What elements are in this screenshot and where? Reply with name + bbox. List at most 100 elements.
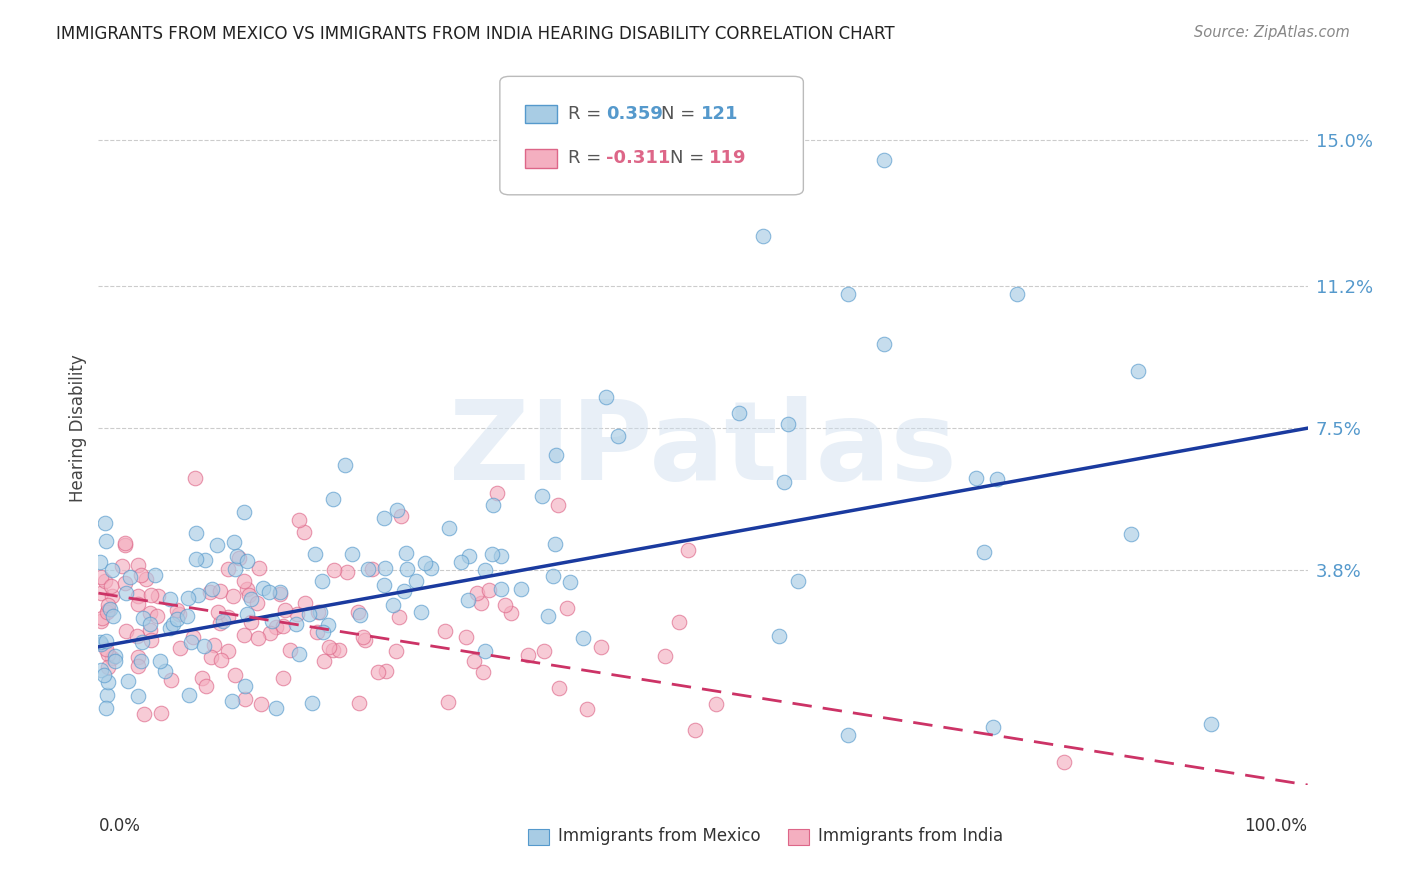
Point [146,589,169,603]
Point [90,615,112,629]
Point [457,549,479,563]
Point [575,702,598,716]
Point [530,489,553,503]
Point [96,689,118,703]
Point [180,635,202,649]
Text: 100.0%: 100.0% [1244,817,1308,835]
Point [186,552,208,566]
Point [301,696,323,710]
FancyBboxPatch shape [526,105,557,123]
Point [177,591,200,605]
Point [97,647,120,661]
Point [239,615,262,629]
Point [420,560,443,574]
Point [94,574,117,588]
Text: Immigrants from India: Immigrants from India [818,827,1002,845]
Point [323,563,346,577]
Point [544,536,567,550]
Point [201,582,224,596]
Point [236,554,259,568]
Point [776,417,799,432]
Point [169,607,191,621]
Point [533,644,555,658]
Point [93,516,115,531]
Point [560,574,582,589]
Point [304,547,326,561]
Point [114,576,136,591]
Point [149,706,172,720]
Point [311,574,333,589]
Point [965,470,987,484]
Point [654,649,676,664]
Point [236,582,259,597]
Point [127,558,149,573]
Point [209,615,232,630]
Point [135,572,157,586]
Point [114,536,136,550]
Point [547,681,569,696]
Point [837,728,859,742]
Point [375,664,398,678]
Point [93,668,115,682]
Point [97,675,120,690]
Point [233,628,256,642]
Point [589,640,612,654]
Point [143,568,166,582]
Point [395,546,418,560]
Point [127,597,149,611]
Point [217,610,239,624]
Point [184,471,207,485]
Point [385,644,408,658]
Point [668,615,690,629]
Point [274,603,297,617]
Text: -0.311: -0.311 [606,150,671,168]
Point [373,511,395,525]
Point [159,591,181,606]
Point [127,659,149,673]
Point [354,633,377,648]
Text: R =: R = [568,150,606,168]
Point [90,569,112,583]
Point [247,632,270,646]
Point [224,668,246,682]
Point [607,429,630,443]
Point [94,633,117,648]
Point [117,673,139,688]
Point [347,605,370,619]
Point [374,561,396,575]
Point [90,663,112,677]
Point [367,665,389,680]
Point [191,671,214,685]
Point [704,697,727,711]
Point [385,503,408,517]
Point [224,562,246,576]
Point [90,637,112,651]
Point [264,701,287,715]
Point [127,650,149,665]
Point [89,555,111,569]
Point [544,448,567,462]
Point [162,617,184,632]
Point [247,561,270,575]
Point [101,589,124,603]
Point [111,558,134,573]
Point [100,651,122,665]
Point [307,605,329,619]
Point [166,611,188,625]
Point [439,521,461,535]
Point [486,486,509,500]
Point [450,555,472,569]
Point [298,607,321,622]
Point [405,574,427,588]
Point [1128,363,1150,377]
Point [209,653,232,667]
Point [139,616,162,631]
Point [543,568,565,582]
Point [222,589,245,603]
FancyBboxPatch shape [787,830,810,845]
Point [478,582,501,597]
Point [233,692,256,706]
Point [225,549,247,563]
Point [146,608,169,623]
Point [269,587,291,601]
